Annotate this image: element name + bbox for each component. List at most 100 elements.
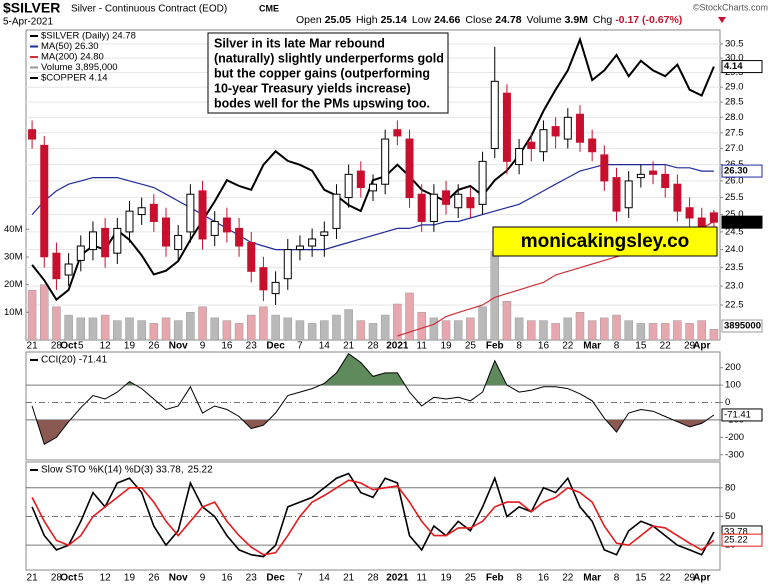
exchange: CME bbox=[259, 3, 279, 13]
x-tick-label: 22 bbox=[562, 573, 574, 584]
x-tick-label: 12 bbox=[100, 341, 112, 352]
candle-body bbox=[673, 183, 682, 212]
candle-body bbox=[52, 252, 61, 280]
cci-panel bbox=[25, 351, 721, 461]
y-tick-label: 25.5 bbox=[725, 192, 744, 203]
volume-bar bbox=[660, 323, 670, 340]
value-tag: 25.22 bbox=[724, 535, 748, 546]
x-tick-label: Apr bbox=[693, 573, 710, 584]
x-tick-label: Apr bbox=[693, 341, 710, 352]
x-tick-label: 15 bbox=[635, 341, 647, 352]
y-tick-label: 80 bbox=[725, 482, 736, 493]
x-tick-label: 9 bbox=[200, 341, 206, 352]
volume-bar bbox=[222, 320, 232, 340]
y-tick-label: -200 bbox=[725, 432, 744, 443]
quote-label: Low bbox=[412, 14, 432, 26]
volume-bar bbox=[246, 314, 256, 340]
candle-body bbox=[210, 220, 219, 236]
x-tick-label: 28 bbox=[51, 341, 63, 352]
fill-group bbox=[36, 419, 707, 445]
volume-bar bbox=[539, 320, 548, 340]
x-tick-label: 16 bbox=[538, 573, 550, 584]
chart-subtitle: Silver - Continuous Contract (EOD) bbox=[71, 4, 227, 15]
x-tick-label: Dec bbox=[266, 341, 285, 352]
quote-label: Close bbox=[465, 14, 492, 26]
annotation-line: (naturally) slightly underperforms gold bbox=[214, 51, 444, 65]
volume-bar bbox=[563, 317, 573, 340]
candle-body bbox=[101, 227, 110, 258]
x-tick-label: 28 bbox=[367, 341, 379, 352]
x-tick-label: Dec bbox=[266, 573, 285, 584]
volume-bar bbox=[490, 251, 500, 340]
x-tick-label: 5 bbox=[78, 573, 84, 584]
y-tick-label: 30.5 bbox=[725, 38, 744, 49]
annotation-box bbox=[207, 32, 449, 114]
quote-value: 25.14 bbox=[381, 14, 407, 26]
y-tick-label: 24.5 bbox=[725, 226, 744, 237]
close-tag-box bbox=[721, 215, 763, 229]
volume-bar bbox=[332, 314, 341, 340]
indicator-plot bbox=[26, 352, 720, 446]
legend-label: $COPPER 4.14 bbox=[41, 73, 108, 84]
candle-body bbox=[490, 80, 499, 150]
volume-tick-label: 20M bbox=[4, 279, 23, 290]
quote-label: Volume bbox=[527, 14, 562, 26]
x-tick-label: 9 bbox=[200, 573, 206, 584]
volume-bar bbox=[27, 289, 37, 340]
volume-bar bbox=[76, 317, 86, 340]
ma-tag: 26.30 bbox=[724, 166, 748, 177]
value-tag: 33.78 bbox=[724, 526, 748, 537]
y-tick-label: 200 bbox=[725, 362, 741, 373]
volume-bar bbox=[320, 320, 329, 340]
legend-label: Volume 3,895,000 bbox=[41, 62, 118, 73]
x-tick-label: Mar bbox=[583, 341, 601, 352]
x-tick-label: 11 bbox=[417, 341, 428, 352]
candle-body bbox=[478, 160, 487, 205]
volume-bar bbox=[466, 317, 475, 340]
volume-bar bbox=[52, 306, 61, 340]
volume-bar bbox=[125, 317, 134, 340]
volume-bar bbox=[368, 323, 378, 340]
volume-bar bbox=[673, 320, 682, 340]
x-tick-label: 21 bbox=[27, 573, 39, 584]
annotation-line: but the copper gains (outperforming bbox=[214, 66, 430, 80]
x-tick-label: 16 bbox=[221, 573, 233, 584]
volume-tick-label: 10M bbox=[4, 307, 23, 318]
watermark-box bbox=[492, 226, 718, 257]
quote-value: 24.78 bbox=[495, 14, 521, 26]
candle-body bbox=[442, 190, 451, 205]
quote-value: -0.17 (-0.67%) bbox=[615, 14, 682, 26]
candle-body bbox=[612, 177, 621, 212]
quote-value: 25.05 bbox=[325, 14, 351, 26]
volume-bar bbox=[186, 312, 195, 340]
legend-label: Slow STO %K(14) %D(3) 33.78, bbox=[41, 465, 184, 476]
candle-body bbox=[295, 245, 304, 251]
x-tick-label: 29 bbox=[684, 573, 696, 584]
quote-value: 3.9M bbox=[565, 14, 589, 26]
annotation-line: Silver in its late Mar rebound bbox=[214, 36, 385, 50]
y-tick-label: 22.5 bbox=[725, 299, 744, 310]
x-tick-label: 28 bbox=[367, 573, 379, 584]
volume-tick-label: 30M bbox=[4, 251, 23, 262]
y-tick-label: 30.0 bbox=[725, 53, 744, 64]
y-tick-label: 23.0 bbox=[725, 281, 744, 292]
x-tick-label: 19 bbox=[440, 573, 452, 584]
plot-layer: 22.523.023.524.024.525.025.526.026.527.0… bbox=[4, 31, 763, 584]
x-tick-label: 22 bbox=[660, 573, 672, 584]
chart-title: $SILVER bbox=[3, 0, 60, 16]
candle-body bbox=[429, 193, 438, 222]
indicator-line bbox=[31, 352, 715, 446]
candle-body bbox=[369, 183, 377, 192]
volume-bar bbox=[380, 314, 390, 340]
volume-bar bbox=[478, 306, 487, 340]
volume-tick-label: 40M bbox=[4, 224, 23, 235]
copper-tag: 4.14 bbox=[724, 61, 743, 72]
candle-body bbox=[64, 263, 73, 276]
x-tick-label: 22 bbox=[660, 341, 672, 352]
volume-bar bbox=[417, 312, 426, 340]
volume-bar bbox=[295, 320, 305, 340]
volume-bar bbox=[149, 323, 159, 340]
x-tick-label: 29 bbox=[684, 341, 696, 352]
volume-bar bbox=[453, 320, 463, 340]
x-tick-label: 5 bbox=[78, 341, 84, 352]
